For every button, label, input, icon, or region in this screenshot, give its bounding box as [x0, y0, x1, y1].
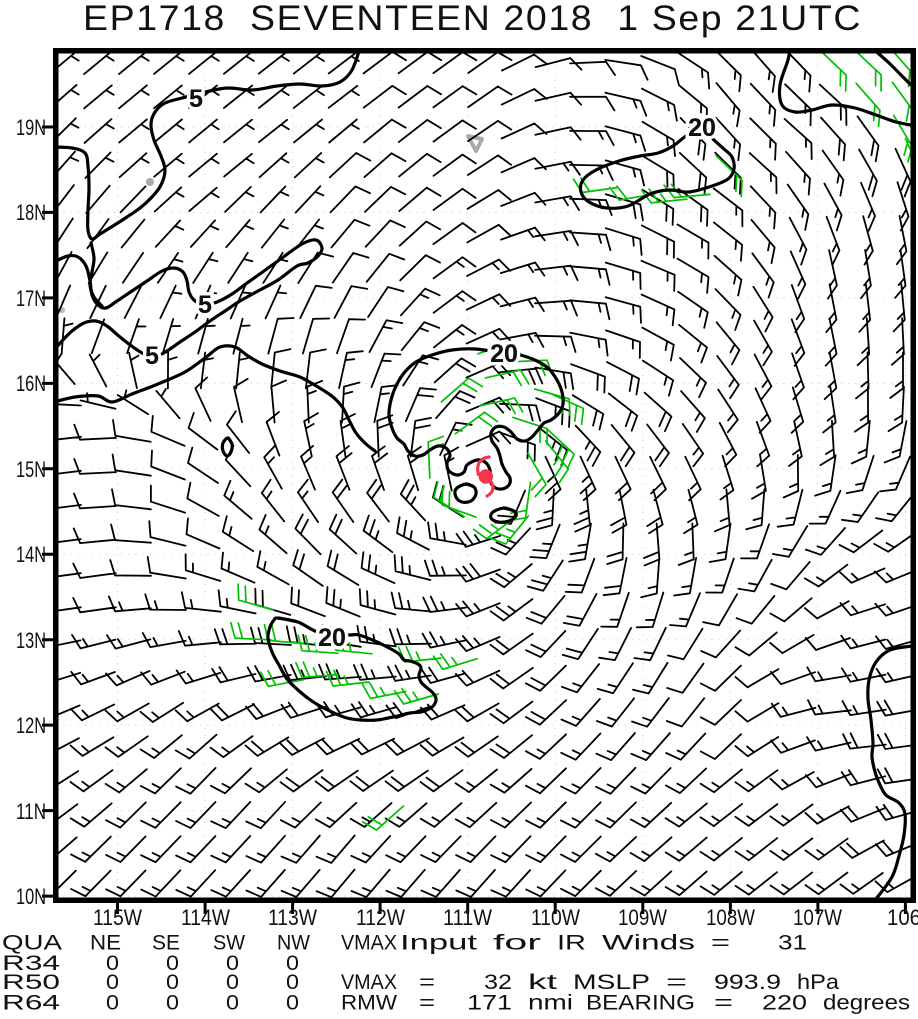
svg-text:107W: 107W	[793, 905, 842, 930]
svg-text:nmi: nmi	[528, 992, 573, 1015]
svg-text:20: 20	[490, 340, 518, 368]
svg-text:110W: 110W	[531, 905, 580, 930]
svg-text:171: 171	[467, 992, 512, 1015]
svg-text:5: 5	[198, 291, 212, 319]
svg-text:0: 0	[286, 952, 299, 975]
svg-text:VMAX: VMAX	[341, 932, 397, 955]
svg-text:0: 0	[226, 971, 239, 994]
svg-text:kt: kt	[528, 971, 557, 994]
svg-text:14N: 14N	[16, 542, 46, 567]
svg-text:108W: 108W	[706, 905, 755, 930]
svg-text:112W: 112W	[356, 905, 405, 930]
svg-text:111W: 111W	[443, 905, 492, 930]
svg-text:20: 20	[688, 114, 716, 142]
svg-text:109W: 109W	[618, 905, 667, 930]
svg-text:Input: Input	[400, 932, 477, 955]
svg-text:degrees: degrees	[823, 992, 910, 1015]
svg-text:VMAX: VMAX	[341, 971, 397, 994]
svg-text:114W: 114W	[181, 905, 230, 930]
svg-text:SW: SW	[213, 932, 245, 955]
svg-text:16N: 16N	[16, 371, 46, 396]
svg-text:=: =	[711, 932, 730, 955]
svg-text:0: 0	[106, 971, 119, 994]
svg-text:20: 20	[318, 624, 346, 652]
svg-text:=: =	[714, 992, 733, 1015]
svg-text:13N: 13N	[16, 628, 46, 653]
svg-text:IR: IR	[557, 932, 586, 955]
svg-text:19N: 19N	[16, 115, 46, 140]
svg-text:QUA: QUA	[2, 932, 62, 955]
svg-text:10N: 10N	[16, 884, 46, 909]
svg-text:17N: 17N	[16, 286, 46, 311]
svg-text:0: 0	[106, 992, 119, 1015]
svg-text:11N: 11N	[16, 799, 46, 824]
svg-text:5: 5	[145, 342, 159, 370]
svg-text:5: 5	[198, 291, 212, 319]
svg-text:for: for	[493, 932, 541, 955]
svg-text:220: 220	[762, 992, 807, 1015]
svg-text:R50: R50	[2, 971, 60, 994]
svg-text:20: 20	[490, 340, 518, 368]
svg-text:Winds: Winds	[602, 932, 695, 955]
svg-text:18N: 18N	[16, 200, 46, 225]
svg-text:993.9: 993.9	[714, 971, 781, 994]
svg-text:=: =	[419, 971, 435, 994]
svg-text:R64: R64	[2, 992, 60, 1015]
svg-text:SE: SE	[152, 932, 180, 955]
svg-text:0: 0	[166, 952, 179, 975]
svg-text:BEARING: BEARING	[586, 992, 695, 1015]
svg-text:0: 0	[106, 952, 119, 975]
svg-text:5: 5	[145, 342, 159, 370]
svg-text:106: 106	[887, 905, 918, 930]
svg-text:31: 31	[778, 932, 807, 955]
svg-text:115W: 115W	[93, 905, 142, 930]
svg-text:NW: NW	[277, 932, 310, 955]
svg-text:MSLP: MSLP	[573, 971, 650, 994]
svg-text:0: 0	[226, 992, 239, 1015]
svg-text:5: 5	[189, 85, 203, 113]
svg-text:15N: 15N	[16, 457, 46, 482]
svg-text:NE: NE	[90, 932, 121, 955]
svg-text:0: 0	[226, 952, 239, 975]
svg-text:0: 0	[286, 971, 299, 994]
svg-text:5: 5	[189, 85, 203, 113]
svg-text:20: 20	[688, 114, 716, 142]
svg-text:EP1718 SEVENTEEN 2018 1 Sep: EP1718 SEVENTEEN 2018 1 Sep 21UTC	[83, 0, 862, 38]
svg-text:0: 0	[166, 971, 179, 994]
svg-text:32: 32	[484, 971, 512, 994]
svg-text:=: =	[419, 992, 435, 1015]
svg-text:=: =	[666, 971, 687, 994]
svg-text:0: 0	[166, 992, 179, 1015]
svg-text:0: 0	[286, 992, 299, 1015]
svg-text:12N: 12N	[16, 713, 46, 738]
svg-text:hPa: hPa	[797, 971, 839, 994]
svg-text:R34: R34	[2, 952, 60, 975]
svg-text:113W: 113W	[268, 905, 317, 930]
svg-text:RMW: RMW	[341, 992, 397, 1015]
svg-text:20: 20	[318, 624, 346, 652]
